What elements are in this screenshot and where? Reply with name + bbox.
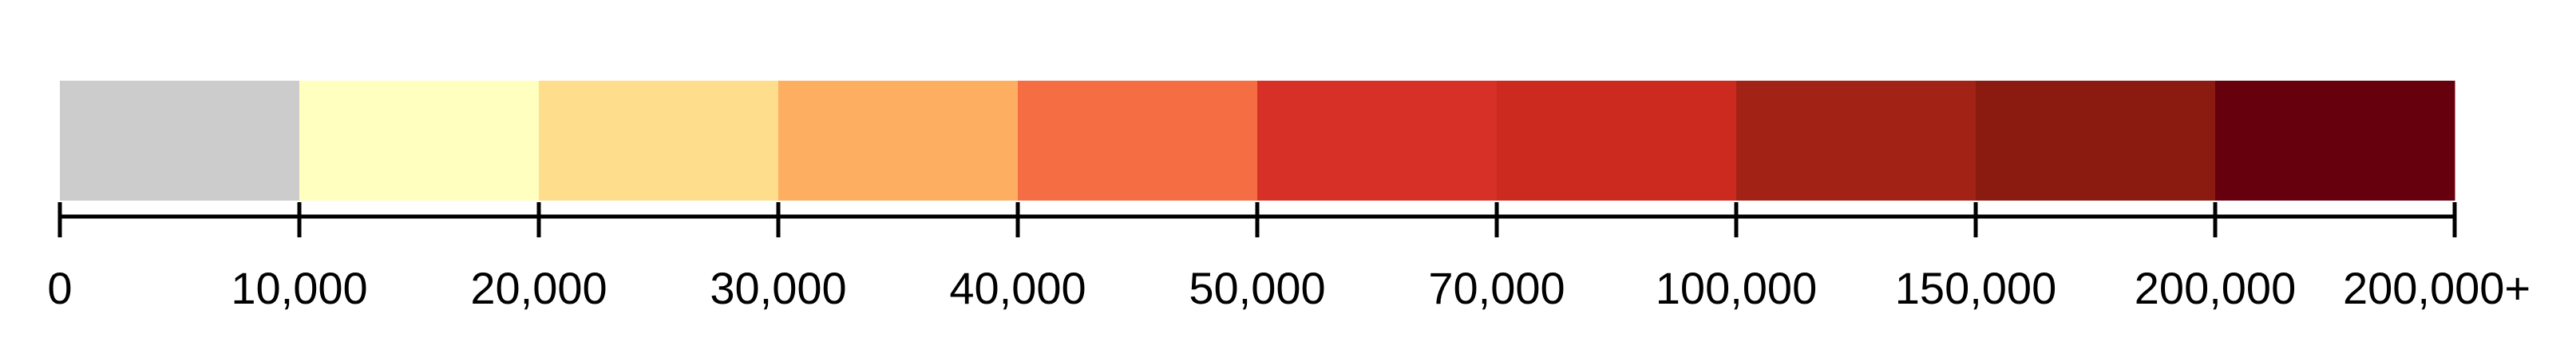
- swatch-0: [60, 81, 300, 201]
- swatch-8: [1976, 81, 2216, 201]
- swatch-1: [299, 81, 540, 201]
- tick-label-6: 70,000: [1428, 263, 1565, 313]
- swatch-3: [778, 81, 1019, 201]
- tick-labels: 0 10,000 20,000 30,000 40,000 50,000 70,000 100…: [47, 263, 2530, 313]
- swatch-9: [2215, 81, 2455, 201]
- color-swatches: [60, 81, 2455, 201]
- tick-label-7: 100,000: [1656, 263, 1817, 313]
- swatch-6: [1497, 81, 1737, 201]
- tick-label-4: 40,000: [949, 263, 1086, 313]
- tick-label-0: 0: [47, 263, 72, 313]
- tick-label-2: 20,000: [470, 263, 607, 313]
- tick-label-9: 200,000: [2135, 263, 2296, 313]
- tick-label-8: 150,000: [1895, 263, 2056, 313]
- tick-label-5: 50,000: [1189, 263, 1325, 313]
- tick-label-1: 10,000: [231, 263, 367, 313]
- swatch-7: [1736, 81, 1977, 201]
- swatch-2: [539, 81, 779, 201]
- tick-marks: [57, 202, 2457, 237]
- swatch-4: [1018, 81, 1258, 201]
- swatch-5: [1257, 81, 1498, 201]
- tick-label-3: 30,000: [710, 263, 846, 313]
- tick-label-10: 200,000+: [2343, 263, 2530, 313]
